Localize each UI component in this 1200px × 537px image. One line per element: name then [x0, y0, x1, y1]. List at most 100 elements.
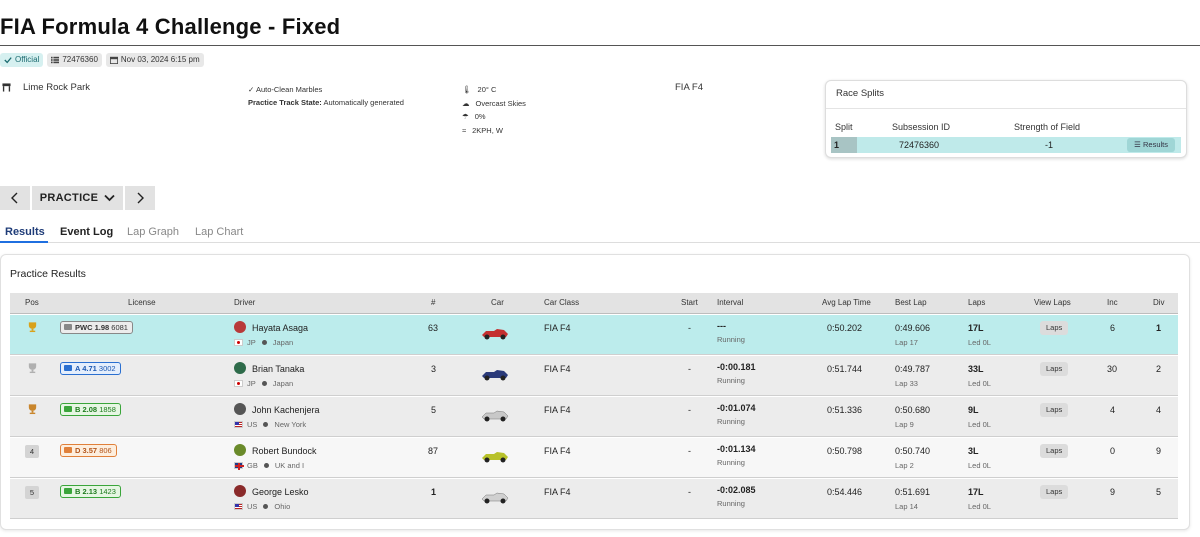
license-badge: D 3.57 806 — [60, 444, 117, 457]
auto-clean-label: Auto-Clean Marbles — [255, 85, 323, 94]
table-row[interactable]: 5 B 2.13 1423 George Lesko US Ohio 1 FIA … — [10, 479, 1178, 519]
subsession-id: 72476360 — [62, 55, 98, 64]
car-icon — [64, 365, 72, 371]
split-results-button[interactable]: ☰ Results — [1127, 138, 1175, 152]
irating: 6081 — [111, 323, 128, 332]
check-icon: ✓ — [248, 85, 255, 94]
us-flag-icon — [234, 503, 243, 510]
best-lap-time: 0:50.680 — [895, 405, 931, 415]
incidents: 0 — [1110, 446, 1116, 456]
status: Running — [717, 376, 745, 385]
incidents: 4 — [1110, 405, 1116, 415]
col-div: Div — [1153, 298, 1165, 307]
best-lap-time: 0:50.740 — [895, 446, 931, 456]
laps-led: Led 0L — [968, 420, 991, 429]
table-row[interactable]: A 4.71 3002 Brian Tanaka JP Japan 3 FIA F… — [10, 356, 1178, 396]
license-class: B 2.13 — [75, 487, 98, 496]
temperature: 20° C — [477, 85, 497, 94]
practice-results-card: Practice Results Pos License Driver # Ca… — [0, 254, 1190, 530]
session-dropdown[interactable]: PRACTICE — [32, 186, 123, 210]
calendar-icon — [109, 56, 118, 64]
col-driver: Driver — [234, 298, 256, 307]
division: 2 — [1156, 364, 1162, 374]
laps-count: 3L — [968, 446, 979, 456]
view-laps-button[interactable]: Laps — [1040, 444, 1069, 458]
tab-lap-chart[interactable]: Lap Chart — [195, 226, 244, 238]
driver-name[interactable]: George Lesko — [252, 487, 309, 497]
helmet-icon — [234, 403, 246, 415]
avg-lap-time: 0:50.202 — [827, 323, 863, 333]
col-pos: Pos — [25, 298, 39, 307]
location: UK and I — [274, 461, 305, 470]
avg-lap-time: 0:51.336 — [827, 405, 863, 415]
tab-lap-graph[interactable]: Lap Graph — [127, 226, 179, 238]
col-avg-lap: Avg Lap Time — [822, 298, 871, 307]
laps-count: 9L — [968, 405, 979, 415]
prev-session-button[interactable] — [0, 186, 30, 210]
driver-name[interactable]: Robert Bundock — [252, 446, 317, 456]
jp-flag-icon — [234, 380, 243, 387]
start-pos: - — [688, 364, 691, 374]
next-session-button[interactable] — [125, 186, 155, 210]
car-icon — [64, 406, 72, 412]
laps-led: Led 0L — [968, 379, 991, 388]
table-row[interactable]: PWC 1.98 6081 Hayata Asaga JP Japan 63 FI… — [10, 315, 1178, 355]
table-row[interactable]: 4 D 3.57 806 Robert Bundock GB UK and I 8… — [10, 438, 1178, 478]
track-state-value: Automatically generated — [323, 98, 404, 107]
driver-location: GB UK and I — [234, 461, 304, 470]
driver-location: JP Japan — [234, 338, 293, 347]
best-lap-time: 0:51.691 — [895, 487, 931, 497]
interval: -0:01.074 — [717, 403, 756, 413]
gb-flag-icon — [234, 462, 244, 470]
session-navigator: PRACTICE — [0, 186, 155, 210]
col-number: # — [431, 298, 436, 307]
separator-dot — [263, 504, 269, 509]
license-badge: B 2.13 1423 — [60, 485, 121, 498]
split-row: 1 72476360 -1 ☰ Results — [831, 137, 1181, 153]
tab-results[interactable]: Results — [5, 226, 45, 238]
tab-event-log[interactable]: Event Log — [60, 226, 114, 238]
best-lap-number: Lap 2 — [895, 461, 914, 470]
irating: 806 — [99, 446, 112, 455]
col-inc: Inc — [1107, 298, 1118, 307]
avg-lap-time: 0:54.446 — [827, 487, 863, 497]
license-badge: PWC 1.98 6081 — [60, 321, 133, 334]
jp-flag-icon — [234, 339, 243, 346]
view-laps-button[interactable]: Laps — [1040, 485, 1069, 499]
start-pos: - — [688, 446, 691, 456]
location: Japan — [272, 379, 294, 388]
best-lap-time: 0:49.787 — [895, 364, 931, 374]
interval: -0:01.134 — [717, 444, 756, 454]
date-badge: Nov 03, 2024 6:15 pm — [105, 53, 204, 67]
driver-name[interactable]: John Kachenjera — [252, 405, 320, 415]
split-subsession-id: 72476360 — [899, 140, 940, 150]
race-splits-card: Race Splits Split Subsession ID Strength… — [825, 80, 1187, 158]
driver-name[interactable]: Brian Tanaka — [252, 364, 305, 374]
table-row[interactable]: B 2.08 1858 John Kachenjera US New York 5… — [10, 397, 1178, 437]
license-badge: A 4.71 3002 — [60, 362, 121, 375]
start-pos: - — [688, 487, 691, 497]
division: 1 — [1156, 323, 1162, 333]
irating: 3002 — [98, 364, 116, 373]
driver-name[interactable]: Hayata Asaga — [252, 323, 309, 333]
status: Running — [717, 417, 745, 426]
separator-dot — [263, 463, 269, 468]
subsession-id-header: Subsession ID — [892, 122, 951, 132]
col-car: Car — [491, 298, 504, 307]
title-divider — [0, 45, 1200, 46]
car-number: 5 — [431, 405, 437, 415]
best-lap-number: Lap 33 — [895, 379, 918, 388]
col-best-lap: Best Lap — [895, 298, 927, 307]
laps-led: Led 0L — [968, 502, 991, 511]
view-laps-button[interactable]: Laps — [1040, 403, 1069, 417]
wind: 2KPH, W — [472, 125, 503, 135]
best-lap-number: Lap 17 — [895, 338, 918, 347]
best-lap-time: 0:49.606 — [895, 323, 931, 333]
view-laps-button[interactable]: Laps — [1040, 362, 1069, 376]
position-badge: 5 — [25, 486, 39, 499]
interval: -0:02.085 — [717, 485, 756, 495]
session-flags: ✓ Auto-Clean Marbles Practice Track Stat… — [248, 83, 404, 109]
list-icon: ☰ — [1134, 140, 1141, 149]
driver-location: JP Japan — [234, 379, 293, 388]
view-laps-button[interactable]: Laps — [1040, 321, 1069, 335]
